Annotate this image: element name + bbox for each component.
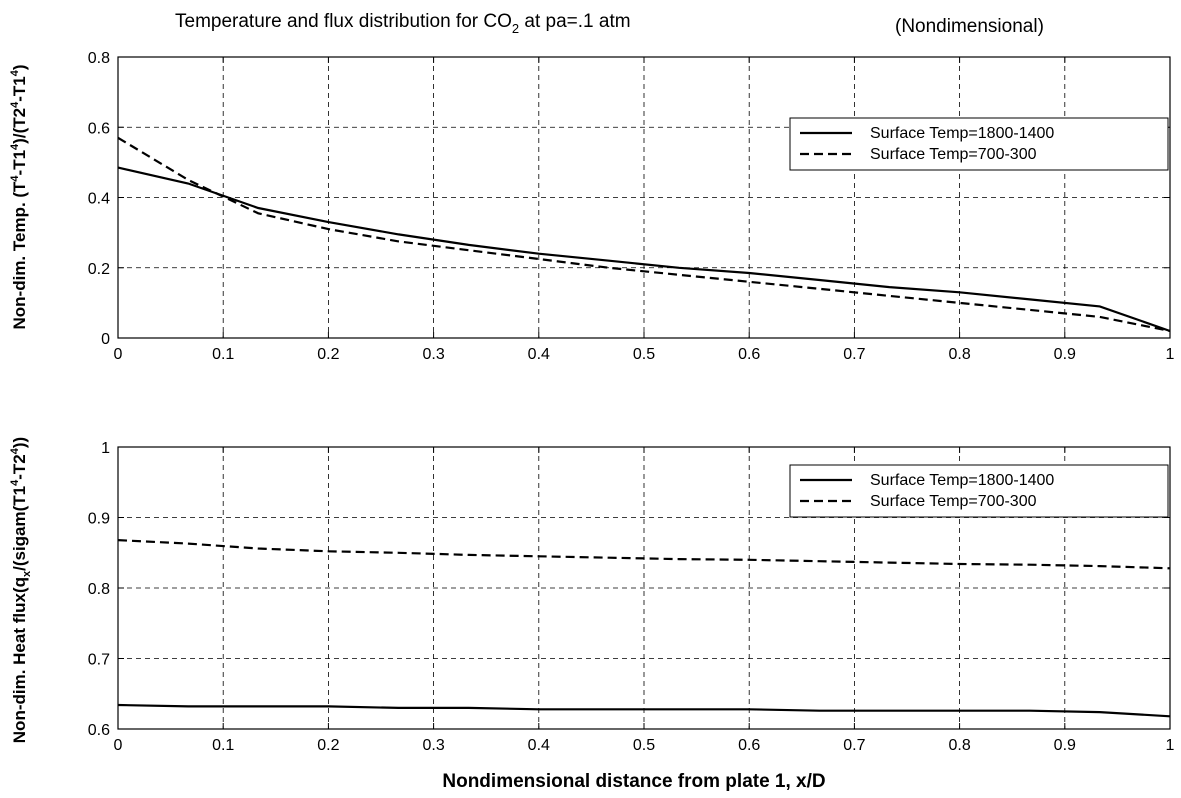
x-tick-label: 0.7: [843, 737, 865, 754]
x-tick-label: 0.1: [212, 346, 234, 363]
y-tick-label: 0.9: [88, 511, 110, 528]
y-tick-label: 0.8: [88, 581, 110, 598]
x-axis-label: Nondimensional distance from plate 1, x/…: [442, 771, 825, 792]
x-tick-label: 0.2: [317, 346, 339, 363]
legend-box: [789, 117, 1169, 171]
label-part: -T1: [10, 150, 29, 176]
label-part: 4: [9, 175, 21, 182]
label-part: ): [10, 64, 29, 70]
series-line-2: [117, 539, 1171, 570]
chart-title: Temperature and flux distribution for CO…: [175, 11, 631, 36]
x-tick-label: 1: [1166, 737, 1175, 754]
label-part: x: [21, 570, 33, 577]
x-tick-label: 0.5: [633, 346, 655, 363]
title-subscript: 2: [512, 21, 519, 36]
y-tick-label: 0.7: [88, 652, 110, 669]
x-tick-label: 0.4: [528, 346, 550, 363]
label-part: 4: [9, 447, 21, 454]
label-part: )): [10, 437, 29, 448]
x-tick-label: 0.9: [1054, 737, 1076, 754]
label-part: )/(T2: [10, 108, 29, 144]
y-tick-label: 0.4: [88, 191, 110, 208]
series-line-2: [117, 136, 1171, 333]
legend-label: Surface Temp=1800-1400: [870, 125, 1054, 142]
chart-panel-2: 0 0.1 0.2 0.3 0.4 0.5 0.6 0.7 0.8 0.9 1 0.6 0.7 0.8 0.…: [9, 437, 1175, 792]
label-part: /(sigam(T1: [10, 486, 29, 571]
label-part: 4: [9, 479, 21, 486]
y-tick-label: 0.6: [88, 120, 110, 137]
series-line-1: [117, 166, 1171, 333]
x-tick-label: 0.8: [948, 737, 970, 754]
x-tick-label: 0.7: [843, 346, 865, 363]
title-text: at pa=.1 atm: [519, 11, 630, 32]
y-tick-label: 0.2: [88, 261, 110, 278]
y-tick-label: 0: [101, 331, 110, 348]
series-line-1: [117, 703, 1171, 718]
y-tick-label: 0.6: [88, 722, 110, 739]
legend-label: Surface Temp=700-300: [870, 493, 1037, 510]
x-tick-label: 0.8: [948, 346, 970, 363]
legend-label: Surface Temp=700-300: [870, 146, 1037, 163]
label-part: Non-dim. Heat flux(q: [10, 577, 29, 743]
label-part: -T2: [10, 454, 29, 480]
y-tick-label: 0.8: [88, 50, 110, 67]
chart-panel-1: 0 0.1 0.2 0.3 0.4 0.5 0.6 0.7 0.8 0.9 1 0 0.2 0.4 0.6 0…: [9, 50, 1175, 363]
x-tick-label: 1: [1166, 346, 1175, 363]
legend: Surface Temp=1800-1400 Surface Temp=700-3…: [789, 464, 1169, 518]
x-tick-label: 0.6: [738, 346, 760, 363]
title-text: Temperature and flux distribution for CO: [175, 11, 512, 32]
x-tick-label: 0: [114, 346, 123, 363]
x-tick-label: 0.1: [212, 737, 234, 754]
label-part: Non-dim. Temp. (T: [10, 181, 29, 330]
label-part: 4: [9, 101, 21, 108]
y-axis-label: Non-dim. Heat flux(qx/(sigam(T14-T24)): [9, 437, 33, 743]
legend-box: [789, 464, 1169, 518]
x-tick-label: 0.3: [422, 737, 444, 754]
x-tick-label: 0.4: [528, 737, 550, 754]
chart-subtitle: (Nondimensional): [895, 16, 1044, 37]
label-part: -T1: [10, 76, 29, 102]
x-tick-label: 0.2: [317, 737, 339, 754]
y-tick-label: 1: [101, 440, 110, 457]
label-part: 4: [9, 69, 21, 76]
y-axis-label: Non-dim. Temp. (T4-T14)/(T24-T14): [9, 64, 29, 329]
x-tick-label: 0: [114, 737, 123, 754]
legend: Surface Temp=1800-1400 Surface Temp=700-3…: [789, 117, 1169, 171]
legend-label: Surface Temp=1800-1400: [870, 472, 1054, 489]
x-tick-label: 0.9: [1054, 346, 1076, 363]
x-tick-label: 0.6: [738, 737, 760, 754]
label-part: 4: [9, 143, 21, 150]
x-tick-label: 0.5: [633, 737, 655, 754]
x-tick-label: 0.3: [422, 346, 444, 363]
